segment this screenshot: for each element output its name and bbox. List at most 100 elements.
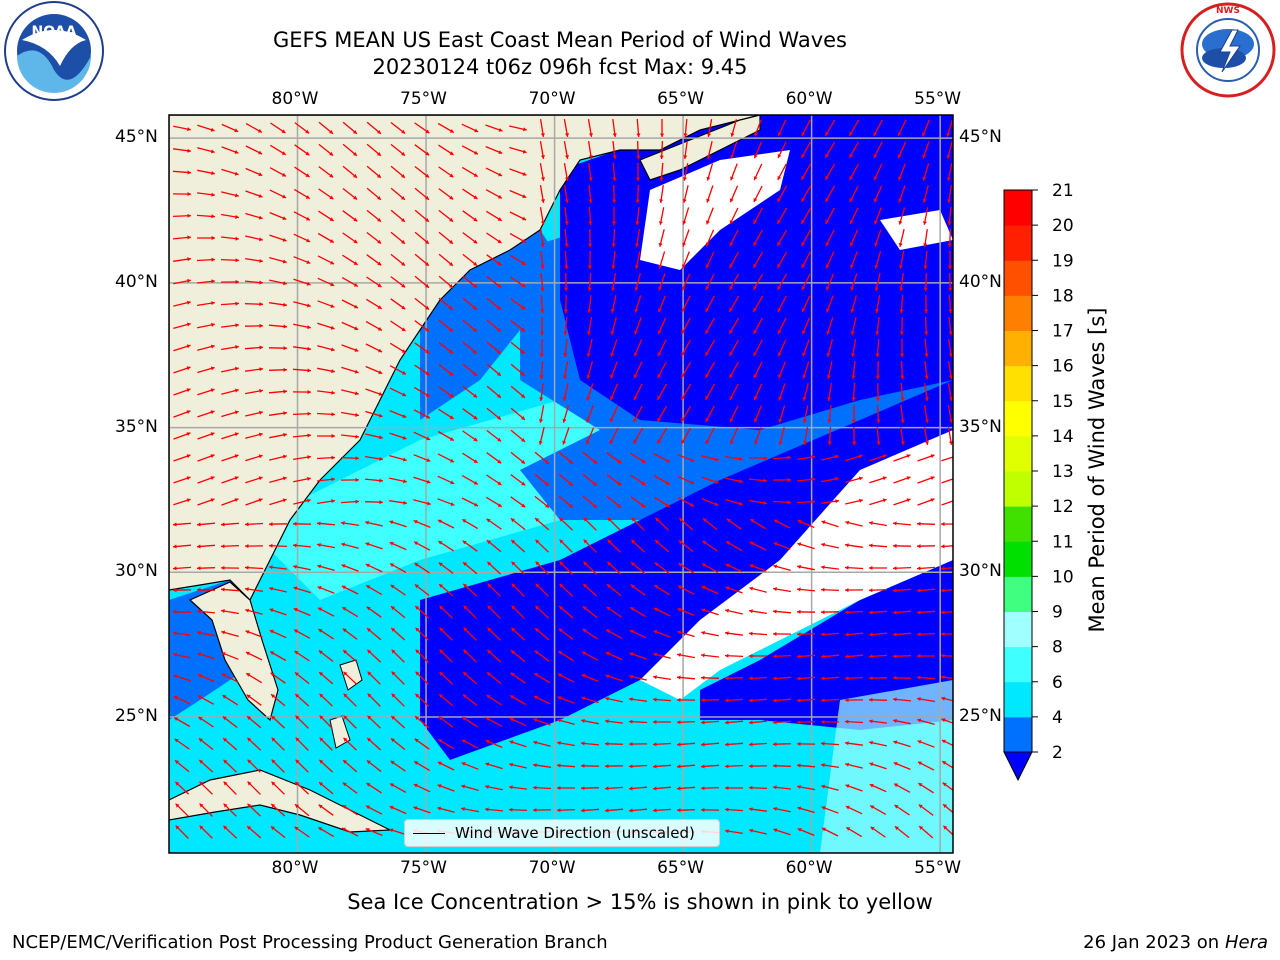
wave-direction-arrow (316, 521, 336, 526)
wave-direction-arrow (605, 651, 623, 661)
wave-direction-arrow (175, 825, 189, 839)
wave-direction-arrow (753, 405, 763, 423)
wave-direction-arrow (892, 588, 912, 593)
wave-direction-arrow (612, 119, 617, 137)
wave-direction-arrow (633, 361, 643, 379)
wave-direction-arrow (851, 404, 856, 424)
wave-direction-arrow (413, 409, 431, 419)
wave-direction-arrow (319, 715, 333, 729)
wave-direction-arrow (341, 299, 359, 309)
wave-direction-arrow (948, 339, 953, 357)
wave-direction-arrow (413, 783, 431, 793)
wave-direction-arrow (702, 540, 718, 552)
wave-direction-arrow (941, 696, 953, 702)
wave-direction-arrow (341, 344, 359, 352)
nws-logo: NWS (1180, 2, 1276, 98)
wave-direction-arrow (869, 762, 887, 770)
wave-direction-arrow (389, 387, 407, 397)
wave-direction-arrow (438, 231, 454, 245)
wave-direction-arrow (365, 365, 383, 375)
wave-direction-arrow (365, 563, 383, 573)
wave-direction-arrow (247, 781, 261, 795)
wave-direction-arrow (540, 251, 545, 269)
wave-direction-arrow (487, 583, 501, 597)
wave-direction-arrow (922, 141, 930, 159)
wave-direction-arrow (580, 763, 600, 768)
wave-direction-arrow (611, 251, 616, 269)
wave-direction-arrow (724, 807, 744, 812)
wave-direction-arrow (892, 521, 912, 526)
wave-direction-arrow (510, 363, 526, 377)
wave-direction-arrow (610, 317, 617, 335)
colorbar-segment (1004, 260, 1032, 296)
wave-direction-arrow (556, 763, 576, 768)
wave-direction-arrow (511, 583, 525, 597)
wave-direction-arrow (586, 383, 594, 401)
wave-direction-arrow (557, 673, 575, 683)
wave-direction-arrow (245, 651, 263, 661)
wave-direction-arrow (820, 741, 840, 746)
wave-direction-arrow (437, 453, 455, 463)
colorbar-segment (1004, 435, 1032, 472)
wave-direction-arrow (583, 561, 597, 575)
wave-direction-arrow (533, 763, 551, 768)
wave-direction-arrow (656, 405, 668, 423)
wave-direction-arrow (587, 118, 593, 138)
wave-direction-arrow (876, 404, 881, 424)
wave-direction-arrow (772, 609, 792, 614)
wave-direction-arrow (197, 344, 215, 351)
wave-direction-arrow (438, 144, 454, 156)
wave-direction-arrow (245, 190, 263, 198)
wave-direction-arrow (845, 784, 863, 792)
wave-direction-arrow (580, 786, 600, 791)
wave-direction-arrow (606, 561, 622, 575)
wave-direction-arrow (630, 496, 646, 508)
lat-label-left: 25°N (115, 705, 158, 726)
lon-label-bottom: 55°W (914, 858, 962, 878)
wave-direction-arrow (701, 585, 719, 595)
wave-direction-arrow (509, 233, 527, 243)
wave-direction-arrow (533, 672, 551, 684)
wave-direction-arrow (582, 605, 598, 619)
calm-area-3 (880, 210, 953, 250)
lon-label-top: 65°W (657, 89, 705, 109)
wave-direction-arrow (900, 360, 905, 380)
wave-direction-arrow (748, 698, 768, 703)
wave-direction-arrow (556, 808, 576, 813)
wave-direction-arrow (916, 675, 936, 680)
wave-direction-arrow (365, 542, 383, 550)
wave-direction-arrow (875, 360, 880, 380)
wave-direction-arrow (244, 565, 264, 570)
wave-direction-arrow (197, 192, 215, 197)
wave-direction-arrow (292, 543, 312, 548)
wave-direction-arrow (319, 737, 333, 751)
wave-direction-arrow (244, 345, 264, 350)
wave-direction-arrow (583, 539, 597, 553)
colorbar-segment (1004, 506, 1032, 542)
wave-direction-arrow (586, 361, 594, 379)
colorbar-level-label: 11 (1052, 532, 1074, 552)
wave-direction-arrow (365, 343, 383, 353)
wave-direction-arrow (893, 761, 911, 771)
wave-direction-arrow (317, 367, 335, 374)
wave-direction-arrow (777, 361, 787, 379)
wave-direction-arrow (365, 410, 383, 418)
wave-direction-arrow (874, 207, 882, 225)
wave-direction-arrow (438, 319, 454, 333)
wave-direction-arrow (820, 676, 840, 681)
wave-direction-arrow (509, 211, 527, 221)
wave-direction-arrow (414, 144, 430, 156)
wave-direction-arrow (318, 143, 334, 157)
wave-direction-arrow (269, 650, 287, 662)
wave-direction-arrow (820, 654, 840, 659)
wave-direction-arrow (389, 500, 407, 505)
wave-direction-arrow (293, 188, 311, 200)
wave-direction-arrow (389, 409, 407, 419)
wave-direction-arrow (221, 630, 239, 638)
wave-direction-arrow (797, 827, 815, 837)
wave-direction-arrow (196, 522, 216, 527)
wave-direction-arrow (725, 786, 743, 791)
wave-direction-arrow (485, 145, 503, 155)
wave-direction-arrow (748, 764, 768, 769)
colorbar-level-label: 6 (1052, 673, 1063, 693)
